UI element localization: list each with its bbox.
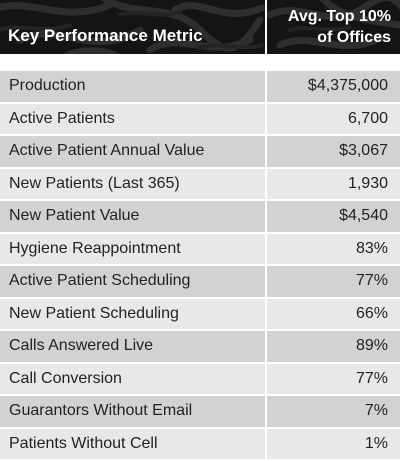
table-row: Patients Without Cell 1% — [0, 428, 400, 459]
table-row: Calls Answered Live 89% — [0, 331, 400, 362]
value-cell: $4,540 — [267, 201, 400, 232]
value-cell: $3,067 — [267, 136, 400, 167]
metric-column-header: Key Performance Metric — [8, 26, 203, 45]
value-cell: 6,700 — [267, 103, 400, 134]
metric-cell: New Patients (Last 365) — [0, 168, 265, 199]
value-column-header: Avg. Top 10% of Offices — [251, 6, 391, 48]
metric-cell: Production — [0, 71, 265, 102]
value-cell: 83% — [267, 233, 400, 264]
table-header: Key Performance Metric Avg. Top 10% of O… — [0, 0, 400, 54]
table-row: Active Patient Scheduling 77% — [0, 266, 400, 297]
table-row: New Patients (Last 365) 1,930 — [0, 168, 400, 199]
metric-cell: Active Patient Scheduling — [0, 266, 265, 297]
zebra-pattern-background — [0, 0, 400, 54]
value-cell: 1% — [267, 428, 400, 459]
value-cell: 77% — [267, 363, 400, 394]
value-cell: $4,375,000 — [267, 71, 400, 102]
value-cell: 89% — [267, 331, 400, 362]
value-cell: 1,930 — [267, 168, 400, 199]
value-column-header-line1: Avg. Top 10% — [287, 8, 391, 25]
value-cell: 7% — [267, 396, 400, 427]
metric-cell: Guarantors Without Email — [0, 396, 265, 427]
table-row: Active Patients 6,700 — [0, 103, 400, 134]
table-row: Hygiene Reappointment 83% — [0, 233, 400, 264]
table-row: Production $4,375,000 — [0, 71, 400, 102]
table-row: Active Patient Annual Value $3,067 — [0, 136, 400, 167]
metric-cell: Call Conversion — [0, 363, 265, 394]
table-row: Call Conversion 77% — [0, 363, 400, 394]
table-row: Guarantors Without Email 7% — [0, 396, 400, 427]
metric-cell: Active Patients — [0, 103, 265, 134]
metric-cell: New Patient Value — [0, 201, 265, 232]
value-column-header-line2: of Offices — [317, 29, 391, 46]
metric-cell: Patients Without Cell — [0, 428, 265, 459]
table-row: New Patient Value $4,540 — [0, 201, 400, 232]
metric-cell: Active Patient Annual Value — [0, 136, 265, 167]
metric-cell: New Patient Scheduling — [0, 298, 265, 329]
table-body: Production $4,375,000 Active Patients 6,… — [0, 71, 400, 461]
header-divider — [265, 0, 267, 54]
value-cell: 77% — [267, 266, 400, 297]
metric-cell: Calls Answered Live — [0, 331, 265, 362]
value-cell: 66% — [267, 298, 400, 329]
table-row: New Patient Scheduling 66% — [0, 298, 400, 329]
metric-cell: Hygiene Reappointment — [0, 233, 265, 264]
